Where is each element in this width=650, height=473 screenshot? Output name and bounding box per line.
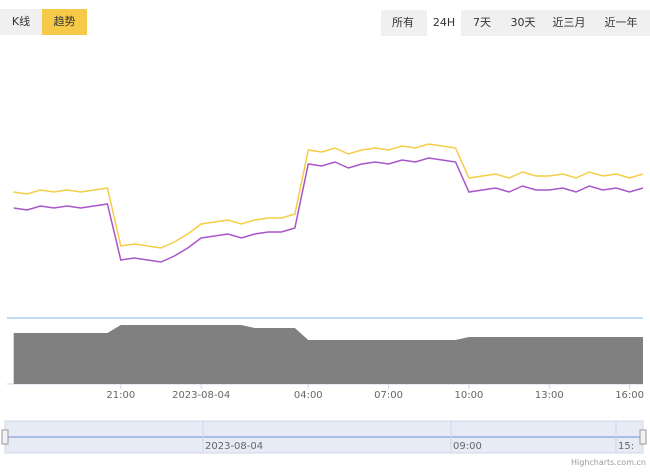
- range-button[interactable]: 近三月: [552, 16, 586, 29]
- x-tick-label: 21:00: [106, 390, 135, 401]
- range-button[interactable]: 24H: [427, 10, 461, 36]
- navigator-label: 15:: [618, 441, 634, 452]
- range-button[interactable]: 30天: [510, 16, 536, 29]
- line-series: [13, 143, 644, 249]
- x-tick-label: 13:00: [535, 390, 564, 401]
- line-series: [13, 157, 644, 263]
- x-tick-label: 10:00: [455, 390, 484, 401]
- range-button[interactable]: 近一年: [604, 16, 638, 29]
- range-group: 所有 24H 7天 30天 近三月 近一年: [381, 10, 650, 36]
- credits: Highcharts.com.cn: [571, 458, 646, 467]
- volume-area: [13, 325, 643, 384]
- tab-trend[interactable]: 趋势: [42, 9, 87, 35]
- navigator-label: 09:00: [453, 441, 482, 452]
- navigator-handle[interactable]: [639, 429, 647, 445]
- navigator-handle[interactable]: [1, 429, 9, 445]
- range-button[interactable]: 所有: [392, 16, 414, 29]
- x-tick-label: 16:00: [615, 390, 644, 401]
- navigator-label: 2023-08-04: [205, 441, 263, 452]
- tab-kline[interactable]: K线: [0, 9, 42, 35]
- x-tick-label: 2023-08-04: [172, 390, 230, 401]
- x-tick-label: 04:00: [294, 390, 323, 401]
- x-tick-label: 07:00: [374, 390, 403, 401]
- range-button[interactable]: 7天: [473, 16, 491, 29]
